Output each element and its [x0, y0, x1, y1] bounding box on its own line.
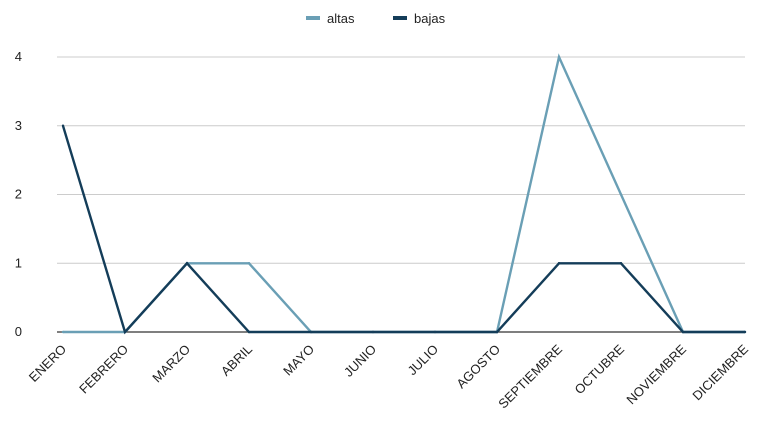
x-tick-label: SEPTIEMBRE: [495, 341, 565, 411]
legend-swatch-altas: [306, 16, 320, 20]
x-tick-label: MARZO: [149, 342, 193, 386]
data-point-bajas-marzo: [185, 262, 189, 265]
data-point-bajas-abril: [247, 330, 251, 334]
data-point-bajas-junio: [371, 330, 375, 334]
y-tick-label: 4: [15, 49, 22, 64]
x-tick-label: MAYO: [280, 342, 317, 379]
data-point-bajas-enero: [61, 124, 65, 127]
data-point-bajas-mayo: [309, 330, 313, 334]
data-point-bajas-noviembre: [681, 330, 685, 334]
x-tick-label: FEBRERO: [76, 342, 131, 397]
data-point-bajas-febrero: [123, 330, 127, 334]
y-tick-label: 3: [15, 118, 22, 133]
gridlines: [57, 56, 745, 333]
y-tick-label: 1: [15, 255, 22, 270]
y-tick-label: 2: [15, 187, 22, 202]
data-point-bajas-julio: [433, 330, 437, 334]
data-point-bajas-septiembre: [557, 262, 561, 265]
y-axis-ticks: 0 1 2 3 4: [15, 49, 22, 339]
data-point-bajas-diciembre: [743, 330, 747, 334]
data-point-bajas-octubre: [619, 262, 623, 265]
legend-label-bajas: bajas: [414, 11, 446, 26]
data-point-bajas-agosto: [495, 330, 499, 334]
x-tick-label: JUNIO: [341, 342, 379, 380]
data-point-altas-enero: [61, 330, 65, 334]
data-point-altas-octubre: [619, 193, 623, 196]
legend-swatch-bajas: [393, 16, 407, 20]
data-point-altas-abril: [247, 262, 251, 265]
x-tick-label: OCTUBRE: [572, 341, 628, 397]
data-point-altas-septiembre: [557, 55, 561, 59]
x-tick-label: JULIO: [404, 342, 441, 379]
x-tick-label: ABRIL: [218, 342, 255, 379]
x-axis-ticks: ENERO FEBRERO MARZO ABRIL MAYO JUNIO JULIO AGOS…: [26, 341, 752, 411]
x-tick-label: DICIEMBRE: [689, 341, 751, 403]
x-tick-label: ENERO: [26, 342, 69, 385]
series-line-bajas: [61, 125, 745, 335]
y-tick-label: 0: [15, 324, 22, 339]
x-tick-label: NOVIEMBRE: [623, 341, 689, 407]
legend: altas bajas: [306, 11, 446, 26]
legend-label-altas: altas: [327, 11, 355, 26]
series-lines: [61, 53, 747, 335]
x-tick-label: AGOSTO: [453, 342, 503, 392]
